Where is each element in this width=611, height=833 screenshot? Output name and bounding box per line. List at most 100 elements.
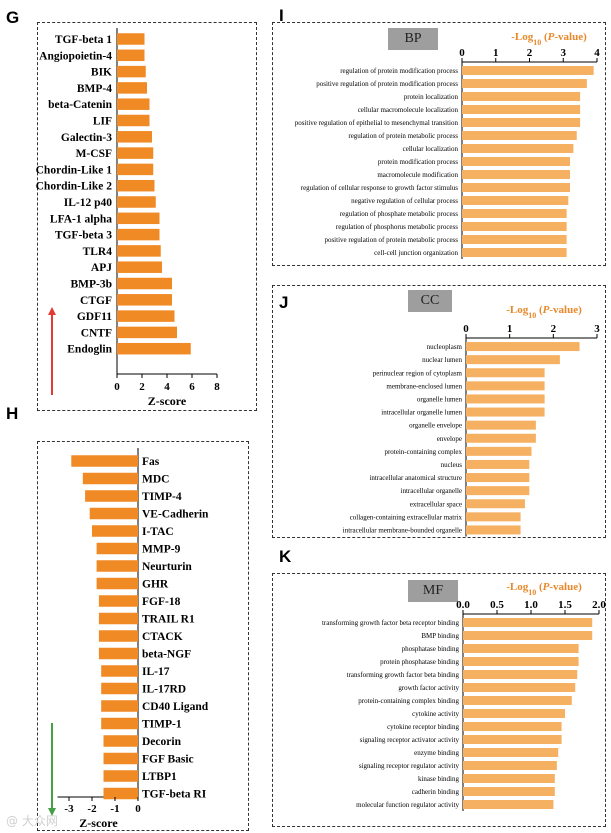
k-bar — [463, 748, 559, 757]
h-tick-label: TGF-beta RI — [142, 789, 207, 801]
g-tick-label: TGF-beta 1 — [55, 34, 112, 46]
i-x-tick-label: 4 — [594, 47, 600, 59]
h-bar — [98, 595, 138, 607]
h-tick-label: FGF-18 — [142, 596, 181, 608]
h-tick-label: beta-NGF — [142, 649, 191, 661]
k-x-tick-label: 1.5 — [558, 599, 572, 611]
k-bar — [463, 618, 593, 627]
h-bar — [101, 700, 138, 712]
g-bar — [117, 179, 155, 192]
j-bar — [466, 420, 536, 430]
k-x-tick-label: 1.0 — [524, 599, 538, 611]
j-tick-label: membrane-enclosed lumen — [386, 382, 462, 390]
h-bar — [103, 735, 138, 747]
g-bar — [117, 98, 150, 110]
g-x-tick-label: 4 — [164, 381, 170, 393]
h-bar — [85, 490, 138, 502]
k-bar — [463, 670, 578, 679]
h-tick-label: CD40 Ligand — [142, 701, 209, 713]
panel-label-k: K — [279, 547, 292, 566]
j-bar — [466, 342, 580, 352]
k-bar — [463, 787, 555, 796]
g-bar — [117, 294, 172, 306]
i-bar — [462, 157, 570, 166]
k-x-tick-label: 0.0 — [456, 599, 470, 611]
g-tick-label: beta-Catenin — [48, 99, 112, 111]
g-tick-label: Galectin-3 — [61, 132, 112, 144]
j-tick-label: collagen-containing extracellular matrix — [350, 513, 463, 521]
k-tick-label: growth factor activity — [398, 684, 459, 692]
k-bar — [463, 774, 555, 783]
j-tick-label: perinuclear region of cytoplasm — [373, 369, 463, 377]
k-tick-label: transforming growth factor beta binding — [347, 671, 460, 679]
i-bar — [462, 118, 581, 127]
k-x-tick-label: 2.0 — [592, 599, 606, 611]
k-x-tick-label: 0.5 — [490, 599, 504, 611]
i-tick-label: positive regulation of protein modificat… — [316, 80, 458, 88]
k-bar — [463, 761, 557, 770]
g-bar — [117, 82, 147, 94]
h-bar — [96, 542, 138, 555]
h-tick-label: TIMP-1 — [142, 719, 182, 731]
h-x-tick-label: -1 — [110, 803, 119, 815]
j-bar — [466, 512, 521, 522]
panel-label-g: G — [6, 8, 20, 27]
i-tick-label: regulation of cellular response to growt… — [301, 184, 459, 192]
j-tick-label: envelope — [437, 435, 462, 443]
j-bar — [466, 499, 525, 509]
i-bar — [462, 183, 570, 192]
k-tick-label: cadherin binding — [412, 788, 460, 796]
i-tick-label: positive regulation of epithelial to mes… — [295, 119, 459, 127]
h-bar — [89, 507, 138, 520]
h-bar — [98, 630, 138, 642]
j-bar — [466, 525, 521, 535]
k-tick-label: protein-containing complex binding — [358, 697, 459, 705]
g-x-axis-title: Z-score — [148, 394, 187, 408]
h-bar — [98, 647, 138, 660]
i-tick-label: cell-cell junction organization — [374, 249, 458, 257]
j-tick-label: nucleus — [441, 461, 463, 469]
j-bar — [466, 433, 536, 443]
h-tick-label: Fas — [142, 456, 160, 468]
j-x-tick-label: 1 — [507, 323, 513, 335]
j-tick-label: nucleoplasm — [427, 343, 463, 351]
k-tick-label: signaling receptor regulator activity — [359, 762, 460, 770]
g-tick-label: LFA-1 alpha — [50, 213, 112, 225]
g-tick-label: CNTF — [81, 327, 112, 339]
k-tick-label: phosphatase binding — [402, 645, 460, 653]
panel-i-frame — [272, 22, 606, 266]
g-bar — [117, 49, 145, 62]
j-tick-label: intracellular anatomical structure — [369, 474, 462, 482]
h-bar — [82, 472, 138, 485]
h-x-axis-title: Z-score — [79, 816, 118, 830]
k-tick-label: molecular function regulator activity — [356, 801, 459, 809]
j-bar — [466, 394, 545, 404]
g-tick-label: Angiopoietin-4 — [39, 50, 112, 62]
g-x-tick-label: 2 — [139, 381, 145, 393]
i-x-tick-label: 2 — [527, 47, 533, 59]
g-bar — [117, 228, 160, 241]
h-bar — [92, 525, 138, 537]
i-tick-label: regulation of phosphate metabolic proces… — [340, 210, 458, 218]
g-bar — [117, 245, 161, 257]
k-tick-label: transforming growth factor beta receptor… — [322, 619, 460, 627]
h-tick-label: Decorin — [142, 736, 182, 748]
h-tick-label: MMP-9 — [142, 544, 181, 556]
g-bar — [117, 163, 154, 176]
k-bar — [463, 696, 572, 705]
i-bar — [462, 105, 581, 114]
h-x-tick-label: -2 — [87, 803, 97, 815]
i-tick-label: macromolecule modification — [377, 171, 458, 179]
i-bar — [462, 248, 567, 257]
k-tick-label: cytokine receptor binding — [387, 723, 459, 731]
g-bar — [117, 196, 156, 208]
panel-g-frame — [37, 22, 257, 411]
h-tick-label: Neurturin — [142, 561, 192, 573]
panel-k-frame — [272, 573, 606, 827]
j-x-tick-label: 3 — [594, 323, 600, 335]
j-bar — [466, 459, 530, 469]
g-tick-label: IL-12 p40 — [64, 197, 112, 209]
h-tick-label: MDC — [142, 474, 169, 486]
panel-label-j: J — [279, 293, 289, 312]
mf-tag: MF — [408, 580, 458, 602]
